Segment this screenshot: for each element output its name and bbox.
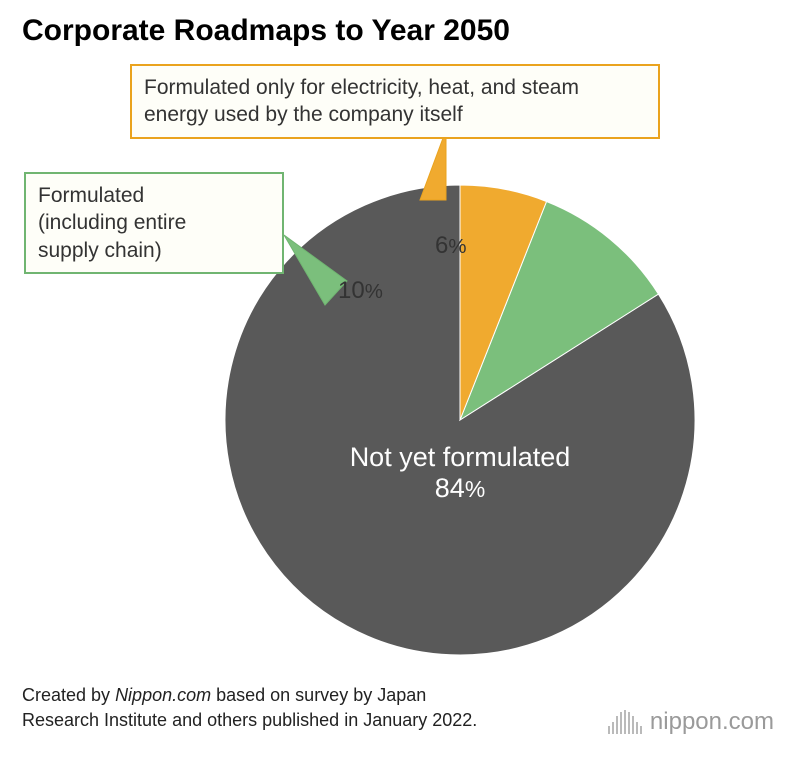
source-prefix: Created by (22, 685, 115, 705)
percent-sign: % (448, 236, 466, 258)
callout-green-line2: (including entire (38, 211, 186, 234)
slice-label-grey: Not yet formulated 84% (310, 442, 610, 504)
source-credit: Created by Nippon.com based on survey by… (22, 683, 502, 732)
slice-label-orange: 6% (435, 232, 467, 260)
slice-label-green: 10% (338, 277, 383, 305)
percent-sign: % (365, 281, 383, 303)
source-italic: Nippon.com (115, 685, 211, 705)
callout-orange: Formulated only for electricity, heat, a… (130, 64, 660, 139)
slice-value-orange: 6 (435, 232, 448, 259)
percent-sign: % (465, 476, 485, 502)
logo-bars-icon (608, 710, 642, 734)
logo-text: nippon.com (650, 708, 774, 736)
callout-orange-text: Formulated only for electricity, heat, a… (144, 76, 579, 126)
slice-grey-text: Not yet formulated (350, 442, 571, 472)
slice-value-grey: 84 (435, 473, 465, 503)
callout-pointer-orange (420, 130, 446, 200)
callout-green-line1: Formulated (38, 184, 144, 207)
callout-green-line3: supply chain) (38, 239, 162, 262)
slice-value-green: 10 (338, 277, 365, 304)
nippon-logo: nippon.com (608, 708, 774, 736)
callout-green: Formulated (including entire supply chai… (24, 172, 284, 274)
